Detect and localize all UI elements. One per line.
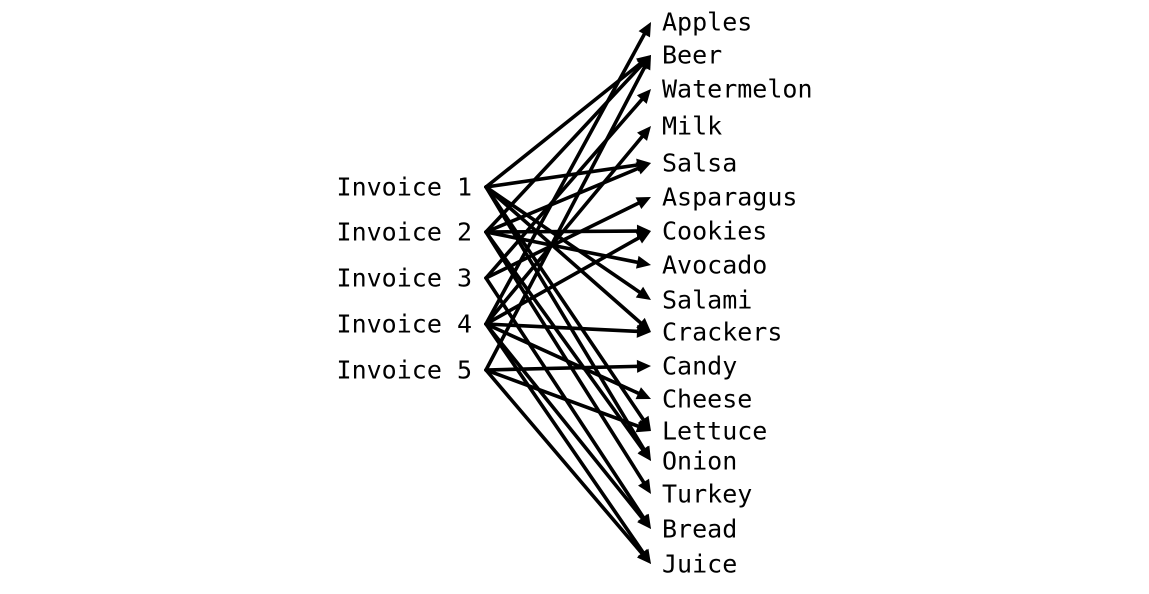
arrowhead-icon (637, 360, 651, 373)
edge-inv3-bread (486, 278, 651, 529)
edge-line (486, 366, 639, 370)
edge-line (486, 66, 645, 370)
edge-line (486, 202, 640, 278)
item-label-turkey: Turkey (662, 480, 752, 509)
invoice-label-2: Invoice 2 (337, 218, 472, 247)
item-label-asparagus: Asparagus (662, 183, 797, 212)
item-label-cookies: Cookies (662, 217, 767, 246)
edge-line (486, 324, 643, 520)
invoice-label-3: Invoice 3 (337, 264, 472, 293)
item-label-avocado: Avocado (662, 251, 767, 280)
item-label-salsa: Salsa (662, 149, 737, 178)
item-label-beer: Beer (662, 41, 722, 70)
item-label-lettuce: Lettuce (662, 417, 767, 446)
item-label-juice: Juice (662, 550, 737, 579)
edge-inv2-beer (486, 55, 651, 232)
arrowhead-icon (636, 256, 651, 269)
invoice-label-1: Invoice 1 (337, 173, 472, 202)
item-label-candy: Candy (662, 352, 737, 381)
item-label-milk: Milk (662, 112, 722, 141)
item-label-onion: Onion (662, 447, 737, 476)
item-label-watermelon: Watermelon (662, 75, 813, 104)
item-label-crackers: Crackers (662, 318, 782, 347)
edge-line (486, 232, 639, 263)
edge-line (486, 64, 643, 232)
item-label-apples: Apples (662, 8, 752, 37)
item-label-cheese: Cheese (662, 385, 752, 414)
edges (486, 22, 651, 564)
invoice-label-5: Invoice 5 (337, 356, 472, 385)
invoice-labels: Invoice 1 Invoice 2 Invoice 3 Invoice 4 Invo… (337, 173, 472, 385)
item-label-salami: Salami (662, 286, 752, 315)
item-label-bread: Bread (662, 515, 737, 544)
item-labels: Apples Beer Watermelon Milk Salsa Asparagus Co… (662, 8, 813, 579)
invoice-label-4: Invoice 4 (337, 310, 472, 339)
arrowhead-icon (636, 287, 651, 300)
